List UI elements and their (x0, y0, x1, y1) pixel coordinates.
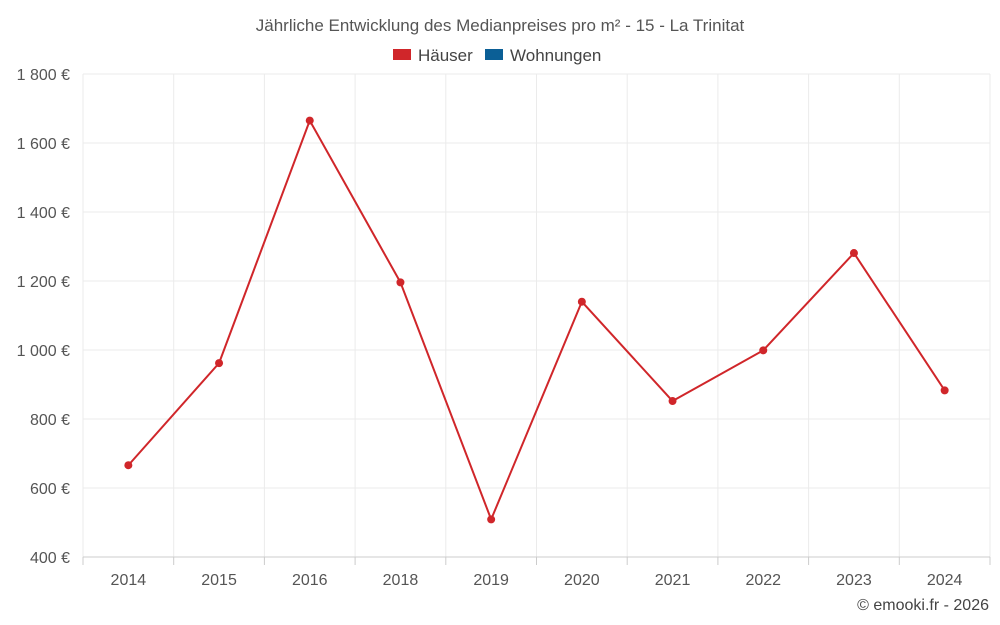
x-tick-label: 2024 (927, 572, 963, 589)
y-axis-ticks: 400 € 600 € 800 € 1 000 € 1 200 € 1 400 € 1 60… (17, 67, 70, 567)
data-point[interactable] (305, 116, 314, 125)
x-tick-label: 2020 (564, 572, 600, 589)
x-tick-label: 2021 (655, 572, 691, 589)
legend-swatch-haeuser (393, 49, 411, 60)
legend: Häuser Wohnungen (393, 46, 601, 65)
y-tick-label: 1 800 € (17, 67, 70, 84)
legend-item-wohnungen[interactable]: Wohnungen (485, 46, 601, 65)
data-point[interactable] (849, 249, 858, 258)
data-point[interactable] (487, 515, 496, 524)
axes (82, 556, 991, 565)
x-tick-label: 2018 (383, 572, 419, 589)
data-point[interactable] (396, 278, 405, 287)
x-tick-label: 2015 (201, 572, 237, 589)
y-tick-label: 600 € (30, 481, 70, 498)
x-axis-ticks: 2014 2015 2016 2018 2019 2020 2021 2022 2023 2024 (111, 572, 963, 589)
x-tick-label: 2019 (473, 572, 509, 589)
series-line-0 (127, 119, 946, 521)
x-tick-label: 2016 (292, 572, 328, 589)
y-tick-label: 1 600 € (17, 136, 70, 153)
x-tick-label: 2023 (836, 572, 872, 589)
legend-swatch-wohnungen (485, 49, 503, 60)
data-point[interactable] (668, 397, 677, 406)
x-tick-label: 2022 (745, 572, 781, 589)
series (124, 116, 949, 524)
legend-label-wohnungen: Wohnungen (510, 46, 601, 65)
y-tick-label: 1 200 € (17, 274, 70, 291)
grid (82, 73, 991, 557)
y-tick-label: 1 400 € (17, 205, 70, 222)
data-point[interactable] (215, 359, 224, 368)
y-tick-label: 400 € (30, 550, 70, 567)
y-tick-label: 800 € (30, 412, 70, 429)
credit-text: © emooki.fr - 2026 (857, 597, 989, 614)
y-tick-label: 1 000 € (17, 343, 70, 360)
data-point[interactable] (759, 346, 768, 355)
legend-label-haeuser: Häuser (418, 46, 473, 65)
data-point[interactable] (577, 297, 586, 306)
legend-item-haeuser[interactable]: Häuser (393, 46, 473, 65)
x-tick-label: 2014 (111, 572, 147, 589)
data-point[interactable] (940, 386, 949, 395)
data-point[interactable] (124, 461, 133, 470)
chart-title: Jährliche Entwicklung des Medianpreises … (256, 16, 745, 35)
